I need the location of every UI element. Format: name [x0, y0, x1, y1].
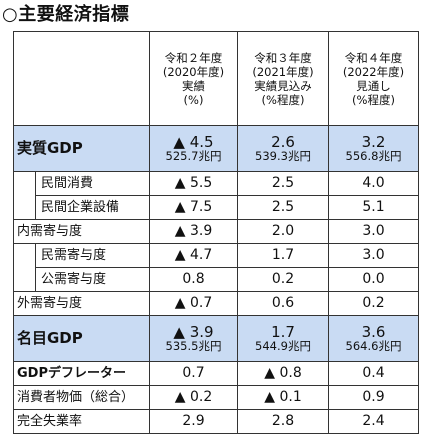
page-title: ○主要経済指標	[2, 4, 130, 25]
row-external-demand: 外需寄与度 ▲ 0.7 0.6 0.2	[13, 291, 419, 316]
column-header-fy2021: 令和３年度 (2021年度) 実績見込み (%程度)	[237, 31, 329, 126]
row-label: 公需寄与度	[35, 267, 150, 292]
row-label: 外需寄与度	[13, 291, 150, 316]
row-label: 完全失業率	[13, 409, 150, 434]
header-row: 令和２年度 (2020年度) 実績 (%) 令和３年度 (2021年度) 実績見込み(…	[13, 31, 419, 126]
value-cell-fy2020: 0.7	[149, 361, 238, 386]
row-label: 民間消費	[35, 171, 150, 196]
economic-indicators-table: 令和２年度 (2020年度) 実績 (%) 令和３年度 (2021年度) 実績見込み(…	[13, 31, 419, 434]
value-cell-fy2021: ▲ 0.1	[237, 385, 329, 410]
row-private-demand: 民需寄与度 ▲ 4.7 1.7 3.0	[13, 243, 419, 268]
value-cell-fy2022: 0.2	[328, 291, 419, 316]
row-label: GDPデフレーター	[13, 361, 150, 386]
value-cell-fy2020: ▲ 0.7	[149, 291, 238, 316]
value-cell-fy2022: 0.9	[328, 385, 419, 410]
value-cell-fy2020: ▲ 7.5	[149, 195, 238, 220]
row-nominal-gdp: 名目GDP ▲ 3.9 535.5兆円 1.7 544.9兆円 3.6 564.6兆円	[13, 315, 419, 362]
row-gdp-deflator: GDPデフレーター 0.7 ▲ 0.8 0.4	[13, 361, 419, 386]
indent-cell	[13, 267, 36, 292]
value-cell-fy2022: 0.4	[328, 361, 419, 386]
row-label: 消費者物価（総合）	[13, 385, 150, 410]
value-cell-fy2020: ▲ 3.9 535.5兆円	[149, 315, 238, 362]
indent-cell	[13, 171, 36, 196]
value-cell-fy2022: 5.1	[328, 195, 419, 220]
value-cell-fy2021: 2.5	[237, 195, 329, 220]
row-label: 名目GDP	[13, 315, 150, 362]
value-cell-fy2021: 2.0	[237, 219, 329, 244]
value-cell-fy2020: ▲ 4.7	[149, 243, 238, 268]
value-cell-fy2020: 2.9	[149, 409, 238, 434]
value-cell-fy2020: ▲ 5.5	[149, 171, 238, 196]
value-cell-fy2022: 3.0	[328, 243, 419, 268]
value-cell-fy2022: 3.2 556.8兆円	[328, 125, 419, 172]
row-private-consumption: 民間消費 ▲ 5.5 2.5 4.0	[13, 171, 419, 196]
row-label: 実質GDP	[13, 125, 150, 172]
column-header-fy2020: 令和２年度 (2020年度) 実績 (%)	[149, 31, 238, 126]
indent-cell	[13, 195, 36, 220]
value-cell-fy2021: 2.8	[237, 409, 329, 434]
value-cell-fy2022: 3.0	[328, 219, 419, 244]
row-unemployment: 完全失業率 2.9 2.8 2.4	[13, 409, 419, 434]
row-cpi: 消費者物価（総合） ▲ 0.2 ▲ 0.1 0.9	[13, 385, 419, 410]
value-cell-fy2020: ▲ 4.5 525.7兆円	[149, 125, 238, 172]
value-cell-fy2022: 2.4	[328, 409, 419, 434]
row-private-capex: 民間企業設備 ▲ 7.5 2.5 5.1	[13, 195, 419, 220]
row-public-demand: 公需寄与度 0.8 0.2 0.0	[13, 267, 419, 292]
header-corner-cell	[13, 31, 150, 126]
value-cell-fy2022: 3.6 564.6兆円	[328, 315, 419, 362]
value-cell-fy2020: ▲ 0.2	[149, 385, 238, 410]
value-cell-fy2021: 1.7	[237, 243, 329, 268]
value-cell-fy2021: 0.6	[237, 291, 329, 316]
row-label: 民需寄与度	[35, 243, 150, 268]
indent-cell	[13, 243, 36, 268]
value-cell-fy2021: 0.2	[237, 267, 329, 292]
value-cell-fy2021: 2.6 539.3兆円	[237, 125, 329, 172]
value-cell-fy2022: 4.0	[328, 171, 419, 196]
row-domestic-demand: 内需寄与度 ▲ 3.9 2.0 3.0	[13, 219, 419, 244]
value-cell-fy2020: 0.8	[149, 267, 238, 292]
row-label: 民間企業設備	[35, 195, 150, 220]
value-cell-fy2021: ▲ 0.8	[237, 361, 329, 386]
value-cell-fy2021: 1.7 544.9兆円	[237, 315, 329, 362]
row-real-gdp: 実質GDP ▲ 4.5 525.7兆円 2.6 539.3兆円 3.2 556.8兆円	[13, 125, 419, 172]
value-cell-fy2021: 2.5	[237, 171, 329, 196]
column-header-fy2022: 令和４年度 (2022年度) 見通し (%程度)	[328, 31, 419, 126]
row-label: 内需寄与度	[13, 219, 150, 244]
value-cell-fy2020: ▲ 3.9	[149, 219, 238, 244]
value-cell-fy2022: 0.0	[328, 267, 419, 292]
